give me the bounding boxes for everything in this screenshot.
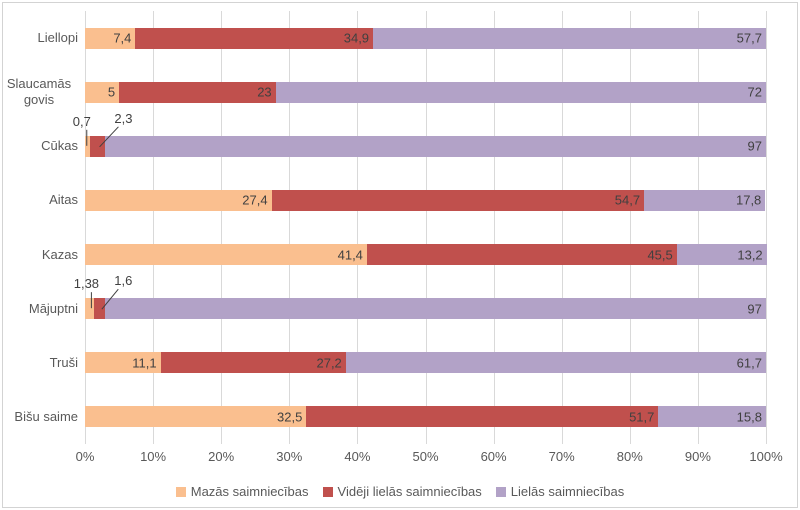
bar-row: 97 (85, 298, 766, 320)
legend-label: Mazās saimniecības (190, 484, 309, 499)
bar-value-label: 72 (747, 84, 762, 100)
bar-value-label: 57,7 (736, 30, 762, 46)
gridline (493, 11, 495, 444)
category-label: Bišu saime (14, 408, 78, 424)
x-axis-tick-label: 60% (480, 449, 507, 464)
legend-item: Mazās saimniecības (175, 484, 309, 499)
bar-segment-3: 61,7 (345, 352, 766, 374)
bar-value-label: 27,4 (242, 192, 268, 208)
bar-value-label: 32,5 (277, 409, 303, 425)
bar-value-label: 97 (747, 138, 762, 154)
gridline (561, 11, 563, 444)
bar-segment-2 (94, 298, 106, 320)
category-label: Slaucamās govis (6, 76, 72, 108)
bar-segment-2: 34,9 (135, 27, 374, 49)
callout-value-label: 2,3 (114, 110, 133, 126)
category-label: Truši (49, 354, 78, 370)
bar-segment-2: 51,7 (306, 406, 659, 428)
callout-value-label: 1,38 (73, 276, 100, 292)
bar-segment-3: 97 (105, 135, 766, 157)
bar-segment-2: 27,2 (160, 352, 346, 374)
legend-item: Lielās saimniecības (495, 484, 625, 499)
bar-segment-1: 41,4 (85, 244, 367, 266)
bar-row: 11,1 27,2 61,7 (85, 352, 766, 374)
bar-segment-1: 7,4 (85, 27, 136, 49)
callout-value-label: 0,7 (72, 113, 91, 129)
x-axis-tick-label: 70% (548, 449, 575, 464)
gridline (425, 11, 427, 444)
bar-segment-3: 57,7 (373, 27, 766, 49)
bar-value-label: 41,4 (337, 247, 363, 263)
x-axis-tick-label: 50% (412, 449, 439, 464)
bar-segment-3: 13,2 (676, 244, 767, 266)
legend-swatch-icon (495, 486, 506, 497)
bar-value-label: 13,2 (737, 247, 763, 263)
bar-value-label: 5 (107, 84, 116, 100)
bar-segment-1: 11,1 (85, 352, 161, 374)
x-axis-tick-label: 0% (75, 449, 95, 464)
category-label: Cūkas (41, 138, 78, 154)
bar-segment-2: 54,7 (271, 189, 645, 211)
bar-value-label: 51,7 (629, 409, 655, 425)
legend-label: Vidēji lielās saimniecības (337, 484, 482, 499)
bar-segment-3: 15,8 (658, 406, 766, 428)
category-label: Aitas (49, 192, 78, 208)
bar-row: 32,5 51,7 15,8 (85, 406, 766, 428)
bar-value-label: 15,8 (736, 409, 762, 425)
bar-segment-1 (85, 135, 90, 157)
gridline (629, 11, 631, 444)
bar-segment-1 (85, 298, 95, 320)
gridline (85, 11, 86, 444)
bar-value-label: 7,4 (113, 30, 132, 46)
gridline (289, 11, 291, 444)
bar-value-label: 61,7 (736, 355, 762, 371)
x-axis-tick-label: 90% (684, 449, 711, 464)
category-label: Liellopi (37, 30, 78, 46)
gridline (697, 11, 699, 444)
legend-swatch-icon (322, 486, 333, 497)
bar-segment-3: 97 (105, 298, 766, 320)
callout-value-label: 1,6 (114, 273, 133, 289)
bar-value-label: 11,1 (132, 355, 157, 371)
x-axis-tick-label: 30% (276, 449, 303, 464)
gridline (766, 11, 767, 444)
bar-segment-3: 17,8 (644, 189, 766, 211)
bar-segment-3: 72 (275, 81, 766, 103)
bar-value-label: 17,8 (735, 192, 762, 208)
gridline (221, 11, 223, 444)
gridline (153, 11, 155, 444)
bar-value-label: 23 (257, 84, 272, 100)
category-label: Mājuptni (28, 300, 78, 316)
legend: Mazās saimniecības Vidēji lielās saimniec… (0, 484, 800, 499)
bar-row: 7,4 34,9 57,7 (85, 27, 766, 49)
bar-value-label: 54,7 (614, 192, 641, 208)
x-axis-tick-label: 80% (616, 449, 643, 464)
bar-value-label: 27,2 (316, 355, 342, 371)
bar-row: 97 (85, 135, 766, 157)
bar-value-label: 34,9 (343, 30, 370, 46)
bar-segment-1: 5 (85, 81, 120, 103)
x-axis-tick-label: 20% (208, 449, 235, 464)
x-axis-tick-label: 100% (749, 449, 783, 464)
category-label: Kazas (41, 246, 78, 262)
bar-value-label: 45,5 (647, 247, 673, 263)
bar-segment-1: 27,4 (85, 189, 272, 211)
x-axis-tick-label: 40% (344, 449, 371, 464)
bar-segment-2: 23 (119, 81, 276, 103)
x-axis-tick-label: 10% (140, 449, 167, 464)
legend-label: Lielās saimniecības (510, 484, 625, 499)
legend-swatch-icon (175, 486, 186, 497)
gridline (357, 11, 359, 444)
bar-segment-2 (89, 135, 106, 157)
bar-value-label: 97 (747, 301, 762, 317)
legend-item: Vidēji lielās saimniecības (322, 484, 482, 499)
bar-segment-2: 45,5 (366, 244, 677, 266)
bar-row: 41,4 45,5 13,2 (85, 244, 767, 266)
bar-row: 5 23 72 (85, 81, 766, 103)
bar-segment-1: 32,5 (85, 406, 307, 428)
bar-row: 27,4 54,7 17,8 (85, 189, 766, 211)
